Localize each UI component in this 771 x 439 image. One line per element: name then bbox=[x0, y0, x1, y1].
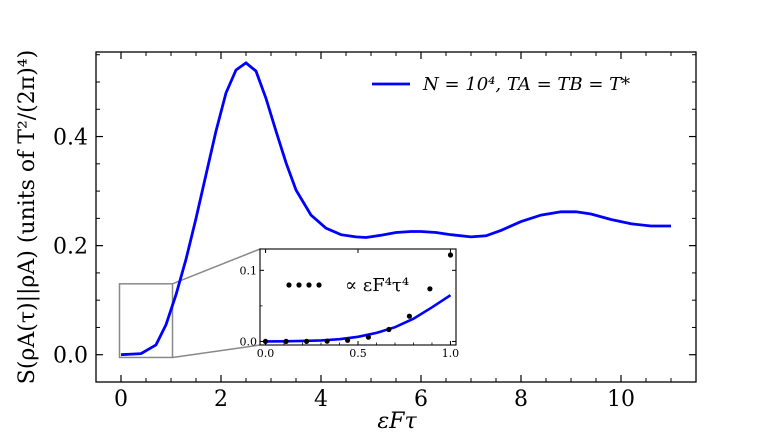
inset-y-tick-label: 0.0 bbox=[240, 335, 258, 348]
inset-frame bbox=[259, 248, 457, 346]
x-tick-label: 4 bbox=[314, 387, 328, 412]
inset-legend-dot bbox=[306, 282, 312, 288]
inset-data-dot bbox=[324, 338, 330, 344]
zoom-box bbox=[118, 283, 174, 359]
zoom-indicator bbox=[118, 248, 261, 359]
inset-data-dot bbox=[283, 338, 289, 344]
inset-legend-dot bbox=[296, 282, 302, 288]
inset-data-dot bbox=[345, 337, 351, 343]
inset-x-tick-label: 0.5 bbox=[349, 347, 367, 360]
inset-legend-dot bbox=[316, 282, 322, 288]
inset-series-line bbox=[265, 294, 452, 343]
y-axis-label: S(ρA(τ)||ρA) (units of T²/(2π)⁴) bbox=[15, 50, 40, 384]
inset-data-dot bbox=[386, 326, 392, 333]
y-tick-label: 0.0 bbox=[53, 344, 88, 369]
inset-ticks bbox=[260, 249, 456, 345]
x-tick-label: 6 bbox=[414, 387, 428, 412]
inset-data-dot bbox=[365, 334, 371, 340]
inset-tick-labels: 0.0 0.5 1.0 0.0 0.1 bbox=[240, 264, 460, 360]
inset-data-dot bbox=[262, 338, 269, 344]
inset-x-tick-label: 1.0 bbox=[442, 347, 460, 360]
legend-label: N = 10⁴, TA = TB = T* bbox=[422, 74, 630, 95]
x-tick-label: 8 bbox=[514, 387, 528, 412]
y-tick-label: 0.2 bbox=[53, 235, 88, 260]
inset-data-dot bbox=[304, 338, 310, 344]
inset-legend-dot bbox=[286, 282, 292, 288]
x-tick-label: 0 bbox=[114, 387, 128, 412]
inset-y-tick-label: 0.1 bbox=[240, 264, 258, 277]
inset-annotation: ∝ εF⁴τ⁴ bbox=[345, 275, 409, 296]
zoom-connector bbox=[172, 344, 261, 359]
inset-legend-marker bbox=[286, 282, 322, 288]
inset-dots bbox=[262, 252, 454, 344]
inset-x-tick-label: 0.0 bbox=[257, 347, 275, 360]
main-series-line bbox=[120, 61, 671, 357]
main-ticks bbox=[95, 52, 697, 382]
inset-background bbox=[260, 249, 456, 345]
x-tick-label: 10 bbox=[607, 387, 635, 412]
inset-data-dot bbox=[406, 313, 412, 319]
y-tick-label: 0.4 bbox=[53, 126, 88, 151]
main-tick-labels: 0 2 4 6 8 10 0.0 0.2 0.4 bbox=[53, 126, 635, 412]
x-tick-label: 2 bbox=[214, 387, 228, 412]
inset-data-dot bbox=[447, 252, 454, 258]
inset-data-dot bbox=[427, 286, 433, 292]
x-axis-label: εFτ bbox=[377, 409, 417, 434]
zoom-connector bbox=[172, 248, 261, 285]
